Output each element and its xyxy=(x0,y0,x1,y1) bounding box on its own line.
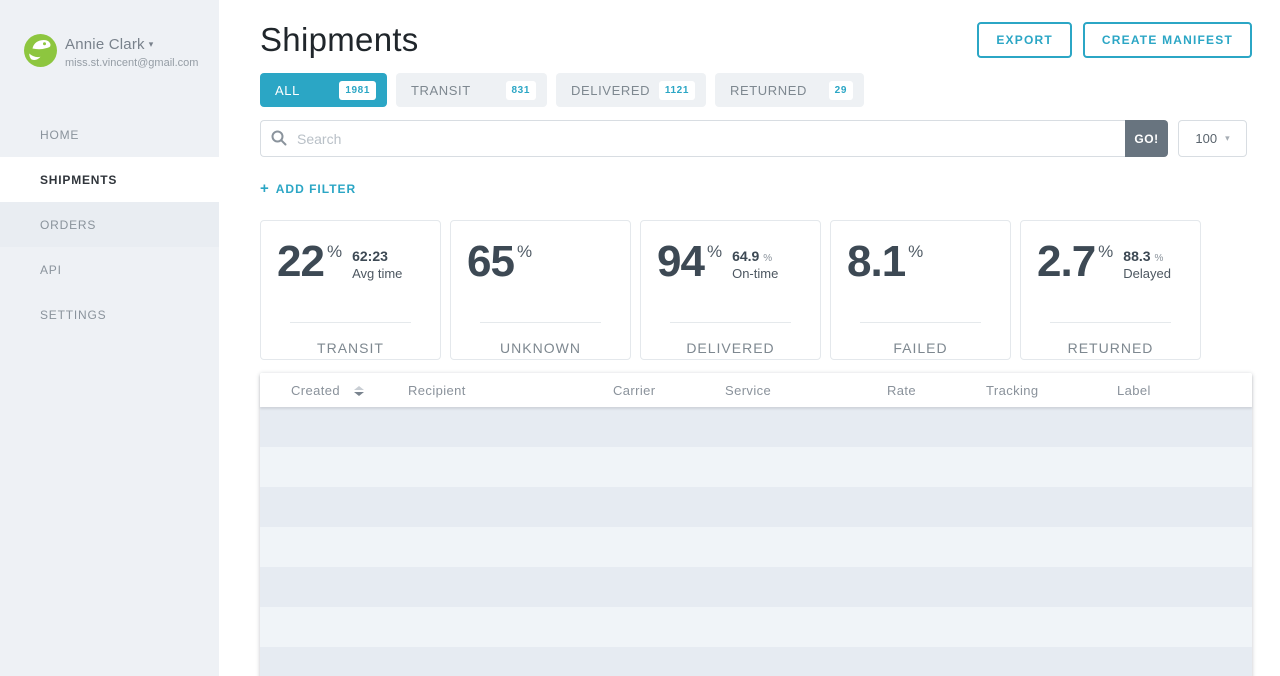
sidebar-item-shipments[interactable]: SHIPMENTS xyxy=(0,157,219,202)
table-row xyxy=(260,647,1252,676)
column-header-recipient: Recipient xyxy=(408,383,466,398)
search-input[interactable] xyxy=(260,120,1125,157)
stat-unit: % xyxy=(706,242,723,261)
sidebar-item-settings[interactable]: SETTINGS xyxy=(40,307,107,322)
stat-card-transit: 22 % 62:23 Avg time TRANSIT xyxy=(260,220,441,360)
table-header: Created Recipient Carrier Service Rate T… xyxy=(260,373,1252,407)
sidebar-nav: HOME SHIPMENTS ORDERS API SETTINGS xyxy=(0,112,219,337)
tab-returned[interactable]: RETURNED 29 xyxy=(715,73,864,107)
tab-label: TRANSIT xyxy=(411,82,471,98)
caret-down-icon: ▾ xyxy=(148,39,154,49)
sort-icon[interactable] xyxy=(354,385,365,396)
tab-label: DELIVERED xyxy=(571,82,651,98)
column-header-created[interactable]: Created xyxy=(291,383,365,398)
export-button[interactable]: EXPORT xyxy=(977,22,1072,58)
add-filter-label: ADD FILTER xyxy=(275,181,357,196)
stat-label: RETURNED xyxy=(1067,340,1154,356)
stat-label: FAILED xyxy=(893,340,948,356)
stat-label: UNKNOWN xyxy=(500,340,581,356)
stat-unit: % xyxy=(908,242,924,261)
stat-value: 22 xyxy=(277,237,325,286)
page-title: Shipments xyxy=(260,21,419,58)
table-row xyxy=(260,607,1252,647)
tab-delivered[interactable]: DELIVERED 1121 xyxy=(556,73,706,107)
stat-secondary-label: On-time xyxy=(732,266,779,281)
stat-card-failed: 8.1 % FAILED xyxy=(830,220,1011,360)
stat-card-returned: 2.7 % 88.3 % Delayed RETURNED xyxy=(1020,220,1201,360)
stat-label: DELIVERED xyxy=(686,340,775,356)
tab-transit[interactable]: TRANSIT 831 xyxy=(396,73,547,107)
table-body xyxy=(260,407,1252,676)
tab-count-badge: 1981 xyxy=(339,80,376,100)
search-go-button[interactable]: GO! xyxy=(1125,120,1168,157)
table-row xyxy=(260,527,1252,567)
table-row xyxy=(260,407,1252,447)
tab-count-badge: 29 xyxy=(828,80,853,100)
table-row xyxy=(260,487,1252,527)
stat-value: 2.7 xyxy=(1037,237,1096,286)
stat-secondary-value: 88.3 xyxy=(1123,248,1151,264)
user-email: miss.st.vincent@gmail.com xyxy=(65,57,199,69)
stat-unit: % xyxy=(516,242,533,261)
column-header-tracking: Tracking xyxy=(986,383,1039,398)
stat-value: 94 xyxy=(657,237,705,286)
stat-card-delivered: 94 % 64.9 % On-time DELIVERED xyxy=(640,220,821,360)
column-header-rate: Rate xyxy=(887,383,917,398)
stat-secondary-label: Delayed xyxy=(1123,266,1171,281)
stat-unit: % xyxy=(326,242,343,261)
stat-secondary-value: 64.9 xyxy=(732,248,760,264)
sidebar-item-api[interactable]: API xyxy=(40,262,62,277)
tab-label: RETURNED xyxy=(730,82,808,98)
tab-count-badge: 1121 xyxy=(658,80,695,100)
tab-all[interactable]: ALL 1981 xyxy=(260,73,387,107)
user-menu[interactable]: Annie Clark ▾ miss.st.vincent@gmail.com xyxy=(0,0,219,69)
shipments-table: Created Recipient Carrier Service Rate T… xyxy=(260,373,1252,676)
stat-secondary-unit: % xyxy=(763,253,773,264)
status-filter-tabs: ALL 1981 TRANSIT 831 DELIVERED 1121 RETU… xyxy=(260,73,1252,107)
stat-card-unknown: 65 % UNKNOWN xyxy=(450,220,631,360)
user-name: Annie Clark xyxy=(65,36,145,53)
stat-unit: % xyxy=(1098,242,1114,261)
column-header-label: Label xyxy=(1117,383,1151,398)
tab-count-badge: 831 xyxy=(505,80,536,100)
caret-down-icon: ▾ xyxy=(1225,133,1230,143)
table-row xyxy=(260,447,1252,487)
plus-icon: + xyxy=(260,180,270,197)
stat-secondary-label: Avg time xyxy=(352,266,403,281)
column-header-carrier: Carrier xyxy=(613,383,656,398)
add-filter-button[interactable]: + ADD FILTER xyxy=(260,181,356,196)
column-header-service: Service xyxy=(725,383,772,398)
stat-value: 65 xyxy=(467,237,515,286)
stat-label: TRANSIT xyxy=(317,340,384,356)
main-content: Shipments EXPORT CREATE MANIFEST ALL 198… xyxy=(219,0,1280,676)
sidebar-item-orders[interactable]: ORDERS xyxy=(0,202,219,247)
create-manifest-button[interactable]: CREATE MANIFEST xyxy=(1082,22,1252,58)
stat-value: 8.1 xyxy=(847,237,906,286)
stat-secondary-unit: % xyxy=(1154,253,1164,264)
sidebar: Annie Clark ▾ miss.st.vincent@gmail.com H… xyxy=(0,0,219,676)
table-row xyxy=(260,567,1252,607)
sidebar-item-home[interactable]: HOME xyxy=(40,127,80,142)
stat-cards: 22 % 62:23 Avg time TRANSIT 65 % UNKNOWN xyxy=(260,220,1252,360)
brand-logo-icon xyxy=(24,34,57,67)
page-size-select[interactable]: 100 ▾ xyxy=(1178,120,1247,157)
stat-secondary-value: 62:23 xyxy=(352,248,388,264)
page-size-value: 100 xyxy=(1195,131,1218,146)
tab-label: ALL xyxy=(275,82,300,98)
